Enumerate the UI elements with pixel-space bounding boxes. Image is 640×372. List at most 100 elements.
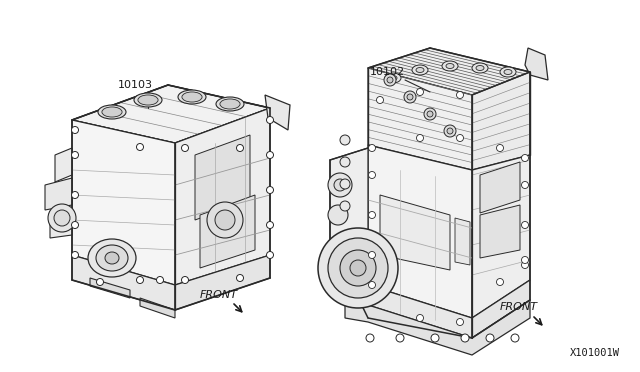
- Ellipse shape: [105, 252, 119, 264]
- Polygon shape: [45, 178, 72, 210]
- Ellipse shape: [220, 99, 240, 109]
- Circle shape: [369, 144, 376, 151]
- Ellipse shape: [476, 65, 484, 71]
- Ellipse shape: [182, 92, 202, 102]
- Ellipse shape: [416, 67, 424, 73]
- Ellipse shape: [412, 65, 428, 75]
- Circle shape: [266, 116, 273, 124]
- Polygon shape: [140, 298, 175, 318]
- Ellipse shape: [446, 64, 454, 68]
- Circle shape: [486, 334, 494, 342]
- Circle shape: [97, 279, 104, 285]
- Circle shape: [522, 182, 529, 189]
- Circle shape: [136, 276, 143, 283]
- Circle shape: [511, 334, 519, 342]
- Polygon shape: [345, 300, 530, 355]
- Circle shape: [266, 221, 273, 228]
- Circle shape: [350, 260, 366, 276]
- Polygon shape: [330, 148, 368, 240]
- Circle shape: [318, 228, 398, 308]
- Polygon shape: [55, 148, 72, 182]
- Circle shape: [417, 89, 424, 96]
- Circle shape: [427, 111, 433, 117]
- Polygon shape: [72, 255, 175, 310]
- Polygon shape: [72, 85, 270, 143]
- Circle shape: [456, 318, 463, 326]
- Circle shape: [369, 282, 376, 289]
- Polygon shape: [265, 95, 290, 130]
- Ellipse shape: [216, 97, 244, 111]
- Circle shape: [369, 171, 376, 179]
- Circle shape: [431, 334, 439, 342]
- Polygon shape: [368, 145, 472, 318]
- Circle shape: [404, 91, 416, 103]
- Ellipse shape: [442, 61, 458, 71]
- Polygon shape: [368, 48, 530, 95]
- Circle shape: [424, 108, 436, 120]
- Polygon shape: [195, 135, 250, 220]
- Polygon shape: [175, 255, 270, 310]
- Circle shape: [334, 179, 346, 191]
- Text: FRONT: FRONT: [200, 290, 238, 300]
- Circle shape: [461, 334, 469, 342]
- Circle shape: [136, 144, 143, 151]
- Circle shape: [207, 202, 243, 238]
- Polygon shape: [200, 195, 255, 268]
- Circle shape: [48, 204, 76, 232]
- Circle shape: [396, 334, 404, 342]
- Polygon shape: [455, 218, 470, 265]
- Ellipse shape: [98, 105, 126, 119]
- Circle shape: [447, 128, 453, 134]
- Circle shape: [72, 251, 79, 259]
- Circle shape: [340, 201, 350, 211]
- Circle shape: [407, 94, 413, 100]
- Text: 10103: 10103: [118, 80, 153, 90]
- Circle shape: [340, 135, 350, 145]
- Circle shape: [215, 210, 235, 230]
- Circle shape: [522, 221, 529, 228]
- Ellipse shape: [96, 245, 128, 271]
- Circle shape: [456, 135, 463, 141]
- Circle shape: [369, 251, 376, 259]
- Polygon shape: [368, 285, 472, 338]
- Ellipse shape: [504, 70, 512, 74]
- Circle shape: [328, 173, 352, 197]
- Polygon shape: [472, 280, 530, 338]
- Ellipse shape: [385, 73, 401, 83]
- Circle shape: [417, 314, 424, 321]
- Polygon shape: [380, 195, 450, 270]
- Ellipse shape: [389, 76, 397, 80]
- Circle shape: [72, 192, 79, 199]
- Ellipse shape: [178, 90, 206, 104]
- Circle shape: [237, 144, 243, 151]
- Circle shape: [328, 205, 348, 225]
- Polygon shape: [480, 205, 520, 258]
- Circle shape: [72, 221, 79, 228]
- Text: X101001W: X101001W: [570, 348, 620, 358]
- Circle shape: [384, 74, 396, 86]
- Circle shape: [369, 212, 376, 218]
- Circle shape: [72, 126, 79, 134]
- Circle shape: [417, 135, 424, 141]
- Circle shape: [522, 154, 529, 161]
- Ellipse shape: [138, 95, 158, 105]
- Polygon shape: [525, 48, 548, 80]
- Circle shape: [456, 92, 463, 99]
- Circle shape: [54, 210, 70, 226]
- Polygon shape: [472, 72, 530, 170]
- Circle shape: [72, 151, 79, 158]
- Circle shape: [376, 96, 383, 103]
- Circle shape: [266, 186, 273, 193]
- Circle shape: [266, 151, 273, 158]
- Ellipse shape: [88, 239, 136, 277]
- Circle shape: [328, 238, 388, 298]
- Polygon shape: [472, 155, 530, 318]
- Circle shape: [497, 144, 504, 151]
- Polygon shape: [72, 120, 175, 285]
- Circle shape: [182, 144, 189, 151]
- Circle shape: [522, 257, 529, 263]
- Ellipse shape: [102, 107, 122, 117]
- Circle shape: [340, 250, 376, 286]
- Text: 10102: 10102: [370, 67, 405, 77]
- Circle shape: [340, 179, 350, 189]
